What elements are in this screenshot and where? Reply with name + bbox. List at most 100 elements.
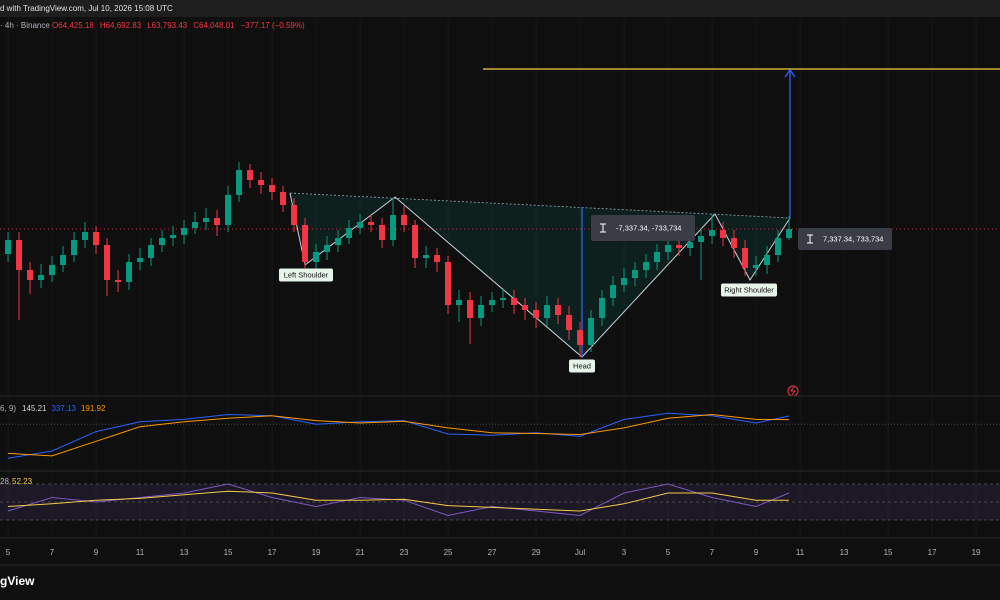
candle-body xyxy=(599,298,606,318)
candle-body xyxy=(280,192,287,205)
candle-body xyxy=(632,270,639,278)
annotation-box xyxy=(279,268,333,282)
x-tick-label: Jul xyxy=(575,548,585,557)
candle-body xyxy=(489,300,496,305)
x-tick-label: 13 xyxy=(840,548,849,557)
candle-body xyxy=(544,305,551,318)
candle-body xyxy=(478,305,485,318)
candle-body xyxy=(335,238,342,245)
brand: gView xyxy=(0,574,35,588)
candle-body xyxy=(82,232,89,240)
candle-body xyxy=(93,232,100,245)
candle-body xyxy=(368,222,375,225)
x-tick-label: 15 xyxy=(884,548,893,557)
candle-body xyxy=(401,215,408,225)
candle-body xyxy=(313,252,320,262)
rsi-value: 52.23 xyxy=(12,477,33,486)
candle-body xyxy=(412,225,419,258)
candle-body xyxy=(269,185,276,192)
candle-body xyxy=(753,265,760,268)
alert-bolt xyxy=(790,386,796,396)
candle-body xyxy=(643,262,650,270)
annotation-label: Head xyxy=(573,361,591,370)
candle-body xyxy=(247,170,254,180)
candle-body xyxy=(170,235,177,238)
candle-body xyxy=(16,240,23,270)
macd-value: 145.21 xyxy=(22,404,47,413)
x-tick-label: 27 xyxy=(488,548,497,557)
candle-body xyxy=(709,230,716,236)
x-tick-label: 9 xyxy=(94,548,99,557)
candle-body xyxy=(445,262,452,305)
candle-body xyxy=(60,255,67,265)
candle-body xyxy=(258,180,265,185)
x-tick-label: 5 xyxy=(6,548,11,557)
x-tick-label: 19 xyxy=(972,548,981,557)
candle-body xyxy=(71,240,78,255)
candle-body xyxy=(698,236,705,242)
neckline xyxy=(289,192,791,219)
candle-body xyxy=(621,278,628,285)
macd-label: 6, 9) xyxy=(0,404,16,413)
x-tick-label: 9 xyxy=(754,548,759,557)
ohlc-label: H64,692.83 xyxy=(100,21,142,30)
candle-body xyxy=(192,222,199,228)
candle-body xyxy=(467,300,474,318)
candle-body xyxy=(38,275,45,280)
candle-body xyxy=(720,230,727,238)
candle-body xyxy=(764,255,771,265)
annotation-label: Left Shoulder xyxy=(284,270,329,279)
candle-body xyxy=(346,228,353,238)
candle-body xyxy=(610,285,617,298)
annotation-label: Right Shoulder xyxy=(724,285,774,294)
target-arrow xyxy=(784,68,796,78)
candle-body xyxy=(555,305,562,315)
x-tick-label: 3 xyxy=(622,548,627,557)
macd-value: 337.13 xyxy=(51,404,76,413)
snapshot-title: d with TradingView.com, Jul 10, 2026 15:… xyxy=(0,4,173,13)
candle-body xyxy=(533,310,540,318)
rsi-line xyxy=(7,483,790,517)
x-tick-label: 11 xyxy=(796,548,805,557)
measure-box xyxy=(798,228,892,250)
candle-body xyxy=(588,318,595,345)
x-tick-label: 17 xyxy=(928,548,937,557)
macd-value: 191.92 xyxy=(81,404,106,413)
candle-body xyxy=(115,280,122,282)
candle-body xyxy=(126,262,133,282)
candle-body xyxy=(148,245,155,258)
rsi-label: 28, xyxy=(0,477,11,486)
measure-box xyxy=(591,215,695,241)
candle-body xyxy=(742,248,749,268)
candle-body xyxy=(214,218,221,225)
symbol-info: · 4h · Binance xyxy=(0,21,50,30)
x-tick-label: 25 xyxy=(444,548,453,557)
x-tick-label: 11 xyxy=(136,548,145,557)
candle-body xyxy=(137,258,144,262)
candle-body xyxy=(423,255,430,258)
x-tick-label: 23 xyxy=(400,548,409,557)
candle-body xyxy=(731,238,738,248)
rsi-ma-line xyxy=(7,490,789,512)
candle-body xyxy=(665,245,672,252)
annotation-box xyxy=(721,283,777,297)
x-tick-label: 29 xyxy=(532,548,541,557)
macd-line xyxy=(7,412,790,459)
candle-body xyxy=(687,242,694,248)
ohlc-label: O64,425.18 xyxy=(52,21,94,30)
ohlc-label: L63,793.43 xyxy=(147,21,188,30)
candle-body xyxy=(775,238,782,255)
annotation-box xyxy=(569,359,595,373)
candle-body xyxy=(181,228,188,235)
candle-body xyxy=(500,298,507,300)
x-tick-label: 13 xyxy=(180,548,189,557)
signal-line xyxy=(7,413,790,457)
candle-body xyxy=(511,298,518,305)
x-tick-label: 5 xyxy=(666,548,671,557)
top-bar xyxy=(0,0,1000,17)
candle-body xyxy=(291,205,298,225)
candle-body xyxy=(104,245,111,280)
x-tick-label: 7 xyxy=(710,548,715,557)
